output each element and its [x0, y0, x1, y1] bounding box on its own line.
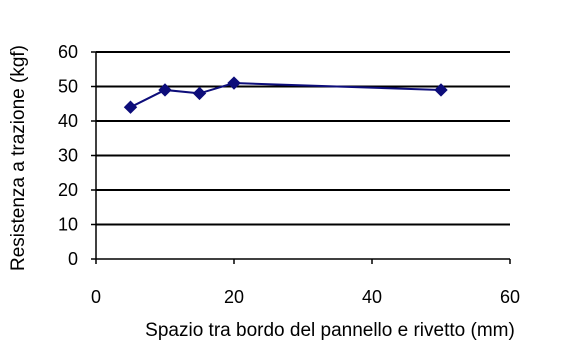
data-point-2	[158, 83, 172, 97]
y-tick-labels: 0 10 20 30 40 50 60	[58, 42, 78, 269]
x-tick-label: 0	[91, 287, 101, 307]
y-tick-label: 30	[58, 146, 78, 166]
x-tick-label: 40	[362, 287, 382, 307]
x-tick-labels: 0 20 40 60	[91, 287, 520, 307]
y-tick-label: 0	[68, 249, 78, 269]
data-point-5	[434, 83, 448, 97]
data-point-4	[227, 76, 241, 90]
data-point-3	[192, 86, 207, 101]
x-tick-label: 20	[224, 287, 244, 307]
x-axis-title: Spazio tra bordo del pannello e rivetto …	[145, 320, 515, 341]
data-point-1	[123, 100, 138, 114]
y-tick-label: 20	[58, 180, 78, 200]
y-tick-label: 60	[58, 42, 78, 62]
y-axis-title: Resistenza a trazione (kgf)	[8, 45, 29, 271]
gridlines	[96, 51, 510, 226]
x-tick-label: 60	[500, 287, 520, 307]
data-series	[123, 76, 448, 114]
y-tick-label: 50	[58, 77, 78, 97]
y-tick-label: 40	[58, 111, 78, 131]
axes	[91, 51, 511, 264]
y-tick-label: 10	[58, 215, 78, 235]
